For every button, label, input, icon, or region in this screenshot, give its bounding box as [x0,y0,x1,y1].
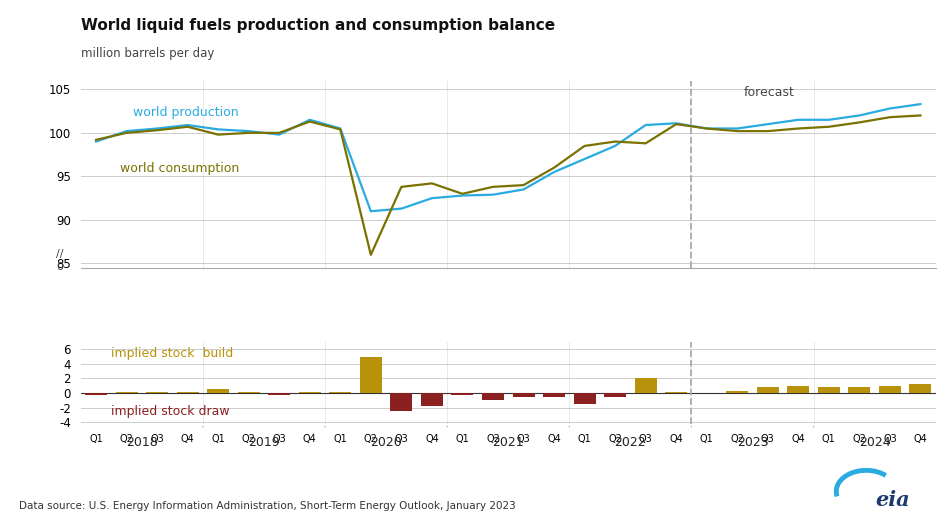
Text: 0: 0 [56,263,63,272]
Text: 2019: 2019 [248,436,280,449]
Text: 2024: 2024 [859,436,890,449]
Text: 2020: 2020 [370,436,402,449]
Bar [635,378,656,393]
Text: world consumption: world consumption [121,162,239,175]
Text: 2022: 2022 [615,436,646,449]
Bar [909,384,931,393]
Bar [360,357,382,393]
Bar [604,393,626,397]
Bar [177,392,199,393]
Bar [146,392,168,393]
Bar [757,387,779,393]
Bar [268,393,290,395]
Text: 2023: 2023 [736,436,769,449]
Bar [238,392,259,393]
Bar [116,392,138,393]
Text: //: // [56,249,63,258]
Bar [788,386,809,393]
Bar [482,393,504,400]
Bar [574,393,596,404]
Bar [513,393,535,397]
Bar [543,393,565,397]
Bar [85,393,107,395]
Bar [726,391,749,393]
Bar [451,393,473,395]
Text: world production: world production [133,106,238,119]
Text: million barrels per day: million barrels per day [81,47,214,60]
Bar [298,392,321,393]
Text: 2018: 2018 [126,436,158,449]
Text: implied stock draw: implied stock draw [111,405,230,418]
Bar [848,387,870,393]
Text: forecast: forecast [743,86,794,99]
Bar [818,387,840,393]
Bar [390,393,412,411]
Bar [879,386,901,393]
Bar [207,388,229,393]
Text: World liquid fuels production and consumption balance: World liquid fuels production and consum… [81,18,555,33]
Text: implied stock  build: implied stock build [111,346,234,359]
Text: eia: eia [876,490,910,510]
Text: Data source: U.S. Energy Information Administration, Short-Term Energy Outlook, : Data source: U.S. Energy Information Adm… [19,501,516,511]
Text: 2021: 2021 [492,436,524,449]
Bar [421,393,443,406]
